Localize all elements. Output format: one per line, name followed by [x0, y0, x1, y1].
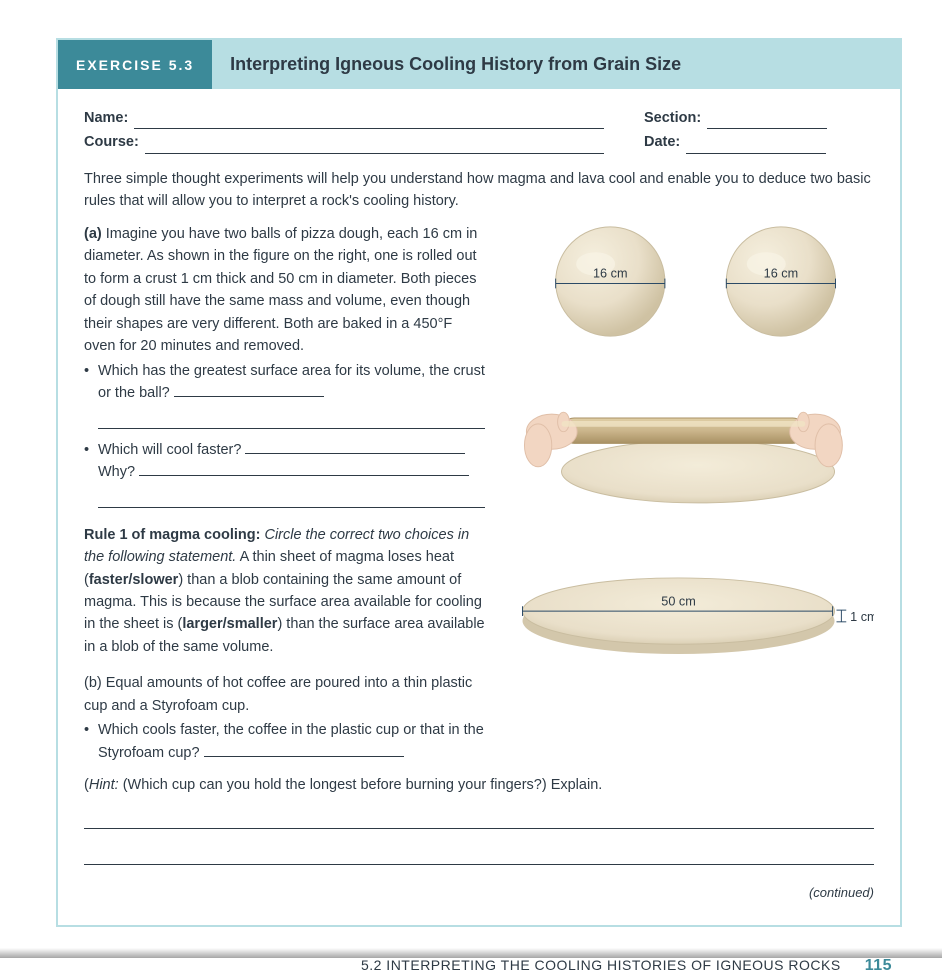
exercise-body: Name: Section: Course: Date:	[58, 89, 900, 925]
part-a-q2: • Which will cool faster? Why?	[84, 439, 485, 508]
hint-row: (Hint: (Which cup can you hold the longe…	[84, 774, 874, 796]
part-a-q2-why-blank2[interactable]	[98, 490, 485, 508]
part-a-q2-text: Which will cool faster?	[98, 442, 241, 458]
exercise-title: Interpreting Igneous Cooling History fro…	[212, 40, 900, 89]
date-blank[interactable]	[686, 140, 826, 154]
part-a-q1-blank[interactable]	[174, 385, 324, 397]
part-a-q2-blank[interactable]	[245, 442, 465, 454]
crust-disk	[523, 578, 835, 654]
course-label: Course:	[84, 131, 139, 153]
crust-width-label: 50 cm	[662, 594, 696, 608]
columns: (a) Imagine you have two balls of pizza …	[84, 223, 874, 764]
hand-left	[525, 412, 578, 467]
explain-blank-1[interactable]	[84, 811, 874, 829]
figure-column: 16 cm 16 cm	[503, 223, 874, 764]
intro-text: Three simple thought experiments will he…	[84, 168, 874, 213]
explain-blank-2[interactable]	[84, 847, 874, 865]
hint-text: (Which cup can you hold the longest befo…	[123, 777, 603, 793]
part-b-q1-blank[interactable]	[204, 745, 404, 757]
part-a-q2-why-blank[interactable]	[139, 464, 469, 476]
part-b-text: Equal amounts of hot coffee are poured i…	[84, 675, 472, 713]
rule1-choice2[interactable]: larger/smaller	[182, 616, 277, 632]
part-b: (b) Equal amounts of hot coffee are pour…	[84, 672, 485, 764]
page-root: EXERCISE 5.3 Interpreting Igneous Coolin…	[0, 0, 942, 958]
part-a-text: Imagine you have two balls of pizza doug…	[84, 226, 477, 354]
crust-thick-label: 1 cm	[851, 610, 874, 624]
part-a: (a) Imagine you have two balls of pizza …	[84, 223, 485, 508]
page-shadow	[0, 948, 942, 958]
part-a-q1-blank2[interactable]	[98, 411, 485, 429]
date-label: Date:	[644, 131, 680, 153]
section-blank[interactable]	[707, 115, 827, 129]
course-date-row: Course: Date:	[84, 131, 874, 153]
footer-section: 5.2 INTERPRETING THE COOLING HISTORIES O…	[361, 957, 841, 973]
name-section-row: Name: Section:	[84, 107, 874, 129]
rule1-choice1[interactable]: faster/slower	[89, 572, 178, 588]
hint-label: Hint:	[89, 777, 119, 793]
rule1: Rule 1 of magma cooling: Circle the corr…	[84, 524, 485, 659]
footer-page: 115	[865, 957, 892, 975]
ball-label-2: 16 cm	[764, 266, 798, 280]
exercise-header: EXERCISE 5.3 Interpreting Igneous Coolin…	[58, 40, 900, 89]
ball-label-1: 16 cm	[593, 266, 627, 280]
text-column: (a) Imagine you have two balls of pizza …	[84, 223, 485, 764]
dough-ball-left	[556, 227, 665, 336]
part-b-q1: • Which cools faster, the coffee in the …	[84, 719, 485, 764]
dough-figure: 16 cm 16 cm	[503, 223, 874, 681]
name-blank[interactable]	[134, 115, 604, 129]
section-label: Section:	[644, 107, 701, 129]
part-a-q1: • Which has the greatest surface area fo…	[84, 360, 485, 429]
exercise-box: EXERCISE 5.3 Interpreting Igneous Coolin…	[56, 38, 902, 927]
crust-thick-dim	[837, 610, 847, 622]
continued-label: (continued)	[84, 883, 874, 903]
part-a-q2-why: Why?	[98, 464, 135, 480]
part-b-label: (b)	[84, 675, 102, 691]
page-footer: 5.2 INTERPRETING THE COOLING HISTORIES O…	[56, 957, 902, 975]
rule1-title: Rule 1 of magma cooling:	[84, 527, 260, 543]
part-a-label: (a)	[84, 226, 102, 242]
dough-ball-right	[727, 227, 836, 336]
rolling-scene	[525, 412, 843, 503]
exercise-tag: EXERCISE 5.3	[58, 40, 212, 89]
course-blank[interactable]	[145, 140, 604, 154]
name-label: Name:	[84, 107, 128, 129]
